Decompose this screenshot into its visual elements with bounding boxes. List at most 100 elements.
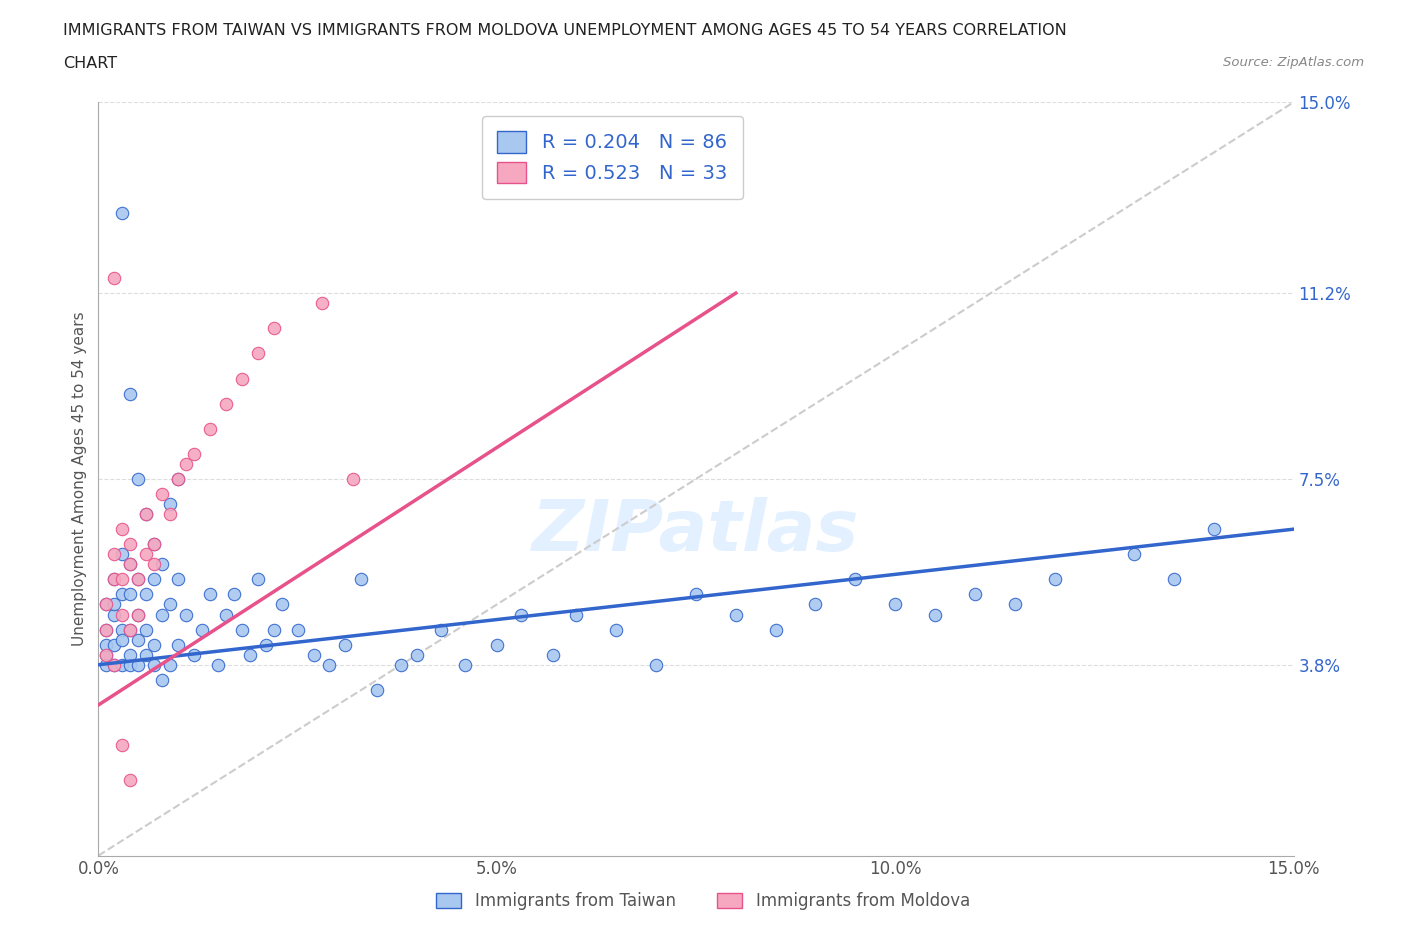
Point <box>143 658 166 672</box>
Point <box>159 507 181 522</box>
Point <box>231 371 253 386</box>
Point <box>263 321 285 336</box>
Point <box>143 557 166 572</box>
Point <box>111 622 134 637</box>
Point <box>565 607 588 622</box>
Point <box>318 658 340 672</box>
Point <box>127 607 149 622</box>
Point <box>263 622 285 637</box>
Point <box>350 572 373 587</box>
Point <box>103 572 125 587</box>
Point <box>111 572 134 587</box>
Point <box>1202 522 1225 537</box>
Point <box>430 622 453 637</box>
Point <box>406 647 429 662</box>
Point <box>924 607 946 622</box>
Point <box>844 572 866 587</box>
Point <box>120 557 142 572</box>
Point <box>111 607 134 622</box>
Point <box>167 472 190 486</box>
Point <box>127 472 149 486</box>
Point <box>120 587 142 602</box>
Point <box>174 607 197 622</box>
Point <box>215 607 238 622</box>
Point <box>103 637 125 652</box>
Point <box>103 271 125 286</box>
Point <box>120 658 142 672</box>
Point <box>246 572 269 587</box>
Point <box>335 637 357 652</box>
Point <box>103 658 125 672</box>
Point <box>287 622 309 637</box>
Point <box>605 622 627 637</box>
Point <box>103 597 125 612</box>
Point <box>96 658 118 672</box>
Point <box>103 607 125 622</box>
Point <box>239 647 262 662</box>
Point <box>804 597 827 612</box>
Point <box>143 537 166 551</box>
Point <box>222 587 245 602</box>
Point <box>96 647 118 662</box>
Point <box>127 632 149 647</box>
Point <box>198 421 221 436</box>
Point <box>135 622 157 637</box>
Point <box>96 622 118 637</box>
Point <box>270 597 292 612</box>
Point <box>183 647 205 662</box>
Point <box>342 472 364 486</box>
Point <box>120 386 142 401</box>
Point <box>150 486 173 501</box>
Point <box>127 658 149 672</box>
Point <box>1163 572 1185 587</box>
Point <box>135 587 157 602</box>
Point <box>215 396 238 411</box>
Point <box>120 647 142 662</box>
Point <box>135 507 157 522</box>
Point <box>254 637 277 652</box>
Point <box>120 537 142 551</box>
Point <box>120 622 142 637</box>
Point <box>150 557 173 572</box>
Point <box>724 607 747 622</box>
Point <box>191 622 214 637</box>
Point <box>302 647 325 662</box>
Point <box>174 457 197 472</box>
Point <box>246 346 269 361</box>
Point <box>509 607 531 622</box>
Point <box>96 597 118 612</box>
Point <box>765 622 787 637</box>
Point <box>1043 572 1066 587</box>
Point <box>1004 597 1026 612</box>
Point <box>159 658 181 672</box>
Point <box>120 557 142 572</box>
Point <box>103 547 125 562</box>
Point <box>454 658 477 672</box>
Point <box>311 296 333 311</box>
Text: ZIPatlas: ZIPatlas <box>533 498 859 566</box>
Point <box>96 597 118 612</box>
Point <box>96 647 118 662</box>
Point <box>96 637 118 652</box>
Point <box>143 637 166 652</box>
Text: IMMIGRANTS FROM TAIWAN VS IMMIGRANTS FROM MOLDOVA UNEMPLOYMENT AMONG AGES 45 TO : IMMIGRANTS FROM TAIWAN VS IMMIGRANTS FRO… <box>63 23 1067 38</box>
Point <box>135 647 157 662</box>
Point <box>159 497 181 512</box>
Point <box>127 572 149 587</box>
Point <box>103 658 125 672</box>
Point <box>111 632 134 647</box>
Point <box>120 622 142 637</box>
Point <box>167 572 190 587</box>
Point <box>167 637 190 652</box>
Point <box>159 597 181 612</box>
Point <box>884 597 907 612</box>
Point <box>1123 547 1146 562</box>
Point <box>541 647 564 662</box>
Point <box>103 572 125 587</box>
Point <box>183 446 205 461</box>
Point <box>150 607 173 622</box>
Legend: Immigrants from Taiwan, Immigrants from Moldova: Immigrants from Taiwan, Immigrants from … <box>430 885 976 917</box>
Point <box>135 507 157 522</box>
Point <box>127 607 149 622</box>
Point <box>366 683 388 698</box>
